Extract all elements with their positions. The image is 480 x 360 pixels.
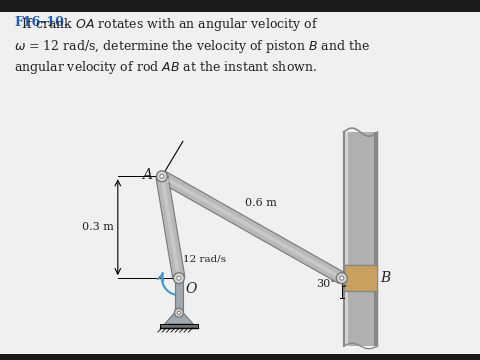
Text: 30°: 30° bbox=[316, 279, 336, 289]
Polygon shape bbox=[159, 171, 345, 283]
Circle shape bbox=[340, 276, 344, 280]
Text: F16–10.: F16–10. bbox=[14, 16, 69, 29]
Polygon shape bbox=[160, 176, 180, 278]
Circle shape bbox=[160, 174, 164, 178]
Circle shape bbox=[156, 171, 168, 182]
Bar bbox=[175, 278, 182, 312]
Polygon shape bbox=[165, 312, 193, 324]
Text: 12 rad/s: 12 rad/s bbox=[183, 255, 226, 264]
Text: If crank $OA$ rotates with an angular velocity of
$\omega$ = 12 rad/s, determine: If crank $OA$ rotates with an angular ve… bbox=[14, 16, 371, 76]
Bar bbox=[160, 324, 198, 328]
Circle shape bbox=[177, 311, 180, 314]
Text: 0.3 m: 0.3 m bbox=[82, 222, 114, 232]
Text: 0.6 m: 0.6 m bbox=[245, 198, 277, 208]
Bar bbox=[344, 132, 348, 346]
FancyBboxPatch shape bbox=[344, 132, 377, 346]
Polygon shape bbox=[156, 175, 185, 279]
Text: A: A bbox=[143, 168, 153, 181]
Text: O: O bbox=[185, 282, 196, 296]
Bar bbox=[344, 265, 377, 291]
Circle shape bbox=[177, 276, 181, 280]
Circle shape bbox=[173, 273, 184, 284]
Text: B: B bbox=[380, 271, 390, 285]
Circle shape bbox=[336, 273, 347, 284]
Polygon shape bbox=[161, 175, 343, 280]
Bar bbox=[374, 132, 377, 346]
Circle shape bbox=[175, 308, 183, 317]
